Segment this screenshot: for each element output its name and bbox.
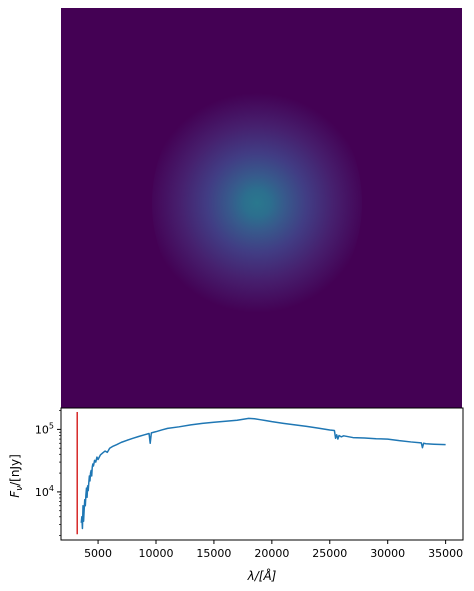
y-tick-label: 104 [35,484,54,499]
x-tick-label: 10000 [138,547,173,560]
x-axis-label: λ/[Å] [247,568,277,583]
x-tick-label: 5000 [84,547,112,560]
x-tick-label: 20000 [254,547,289,560]
x-tick-label: 15000 [196,547,231,560]
image-panel [61,8,462,408]
spectrum-plot: 5000 10000 15000 20000 25000 30000 35000 10410… [8,407,464,583]
y-axis-label: Fν/[nJy] [8,454,25,498]
spectrum-series-line [80,417,446,530]
plot-frame [60,407,464,541]
y-tick-label: 105 [35,421,54,436]
x-axis-ticks: 5000 10000 15000 20000 25000 30000 35000 [84,540,463,560]
x-tick-label: 30000 [370,547,405,560]
x-tick-label: 35000 [428,547,463,560]
y-axis-ticks: 104 105 [35,410,61,536]
source-blob [152,78,362,328]
plot-area [61,408,463,540]
x-tick-label: 25000 [312,547,347,560]
